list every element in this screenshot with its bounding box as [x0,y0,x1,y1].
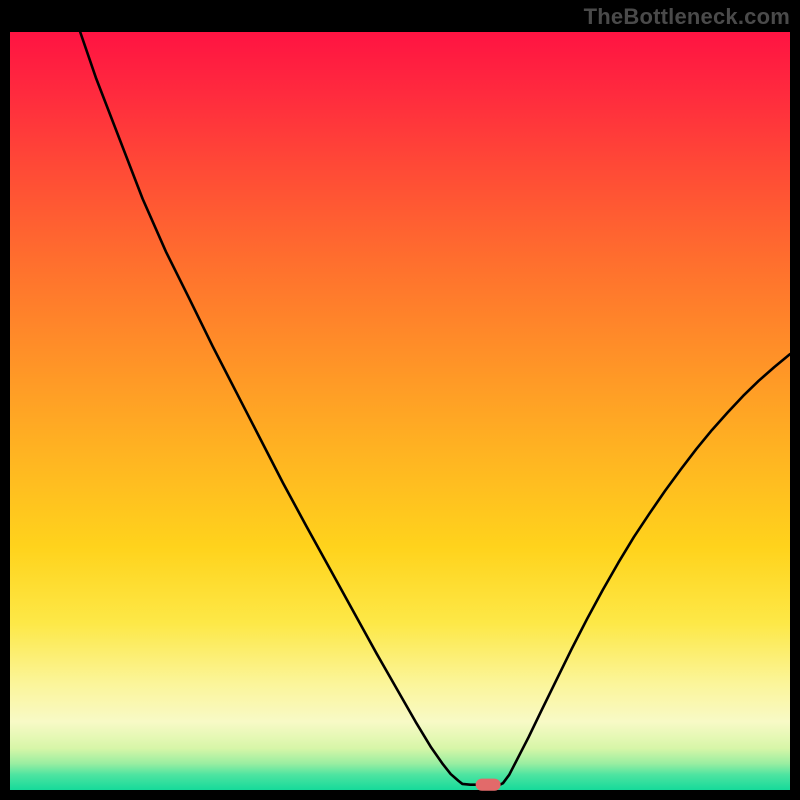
chart-background [10,32,790,790]
bottleneck-chart [0,0,800,800]
watermark-text: TheBottleneck.com [584,4,790,30]
minimum-marker [476,779,501,791]
